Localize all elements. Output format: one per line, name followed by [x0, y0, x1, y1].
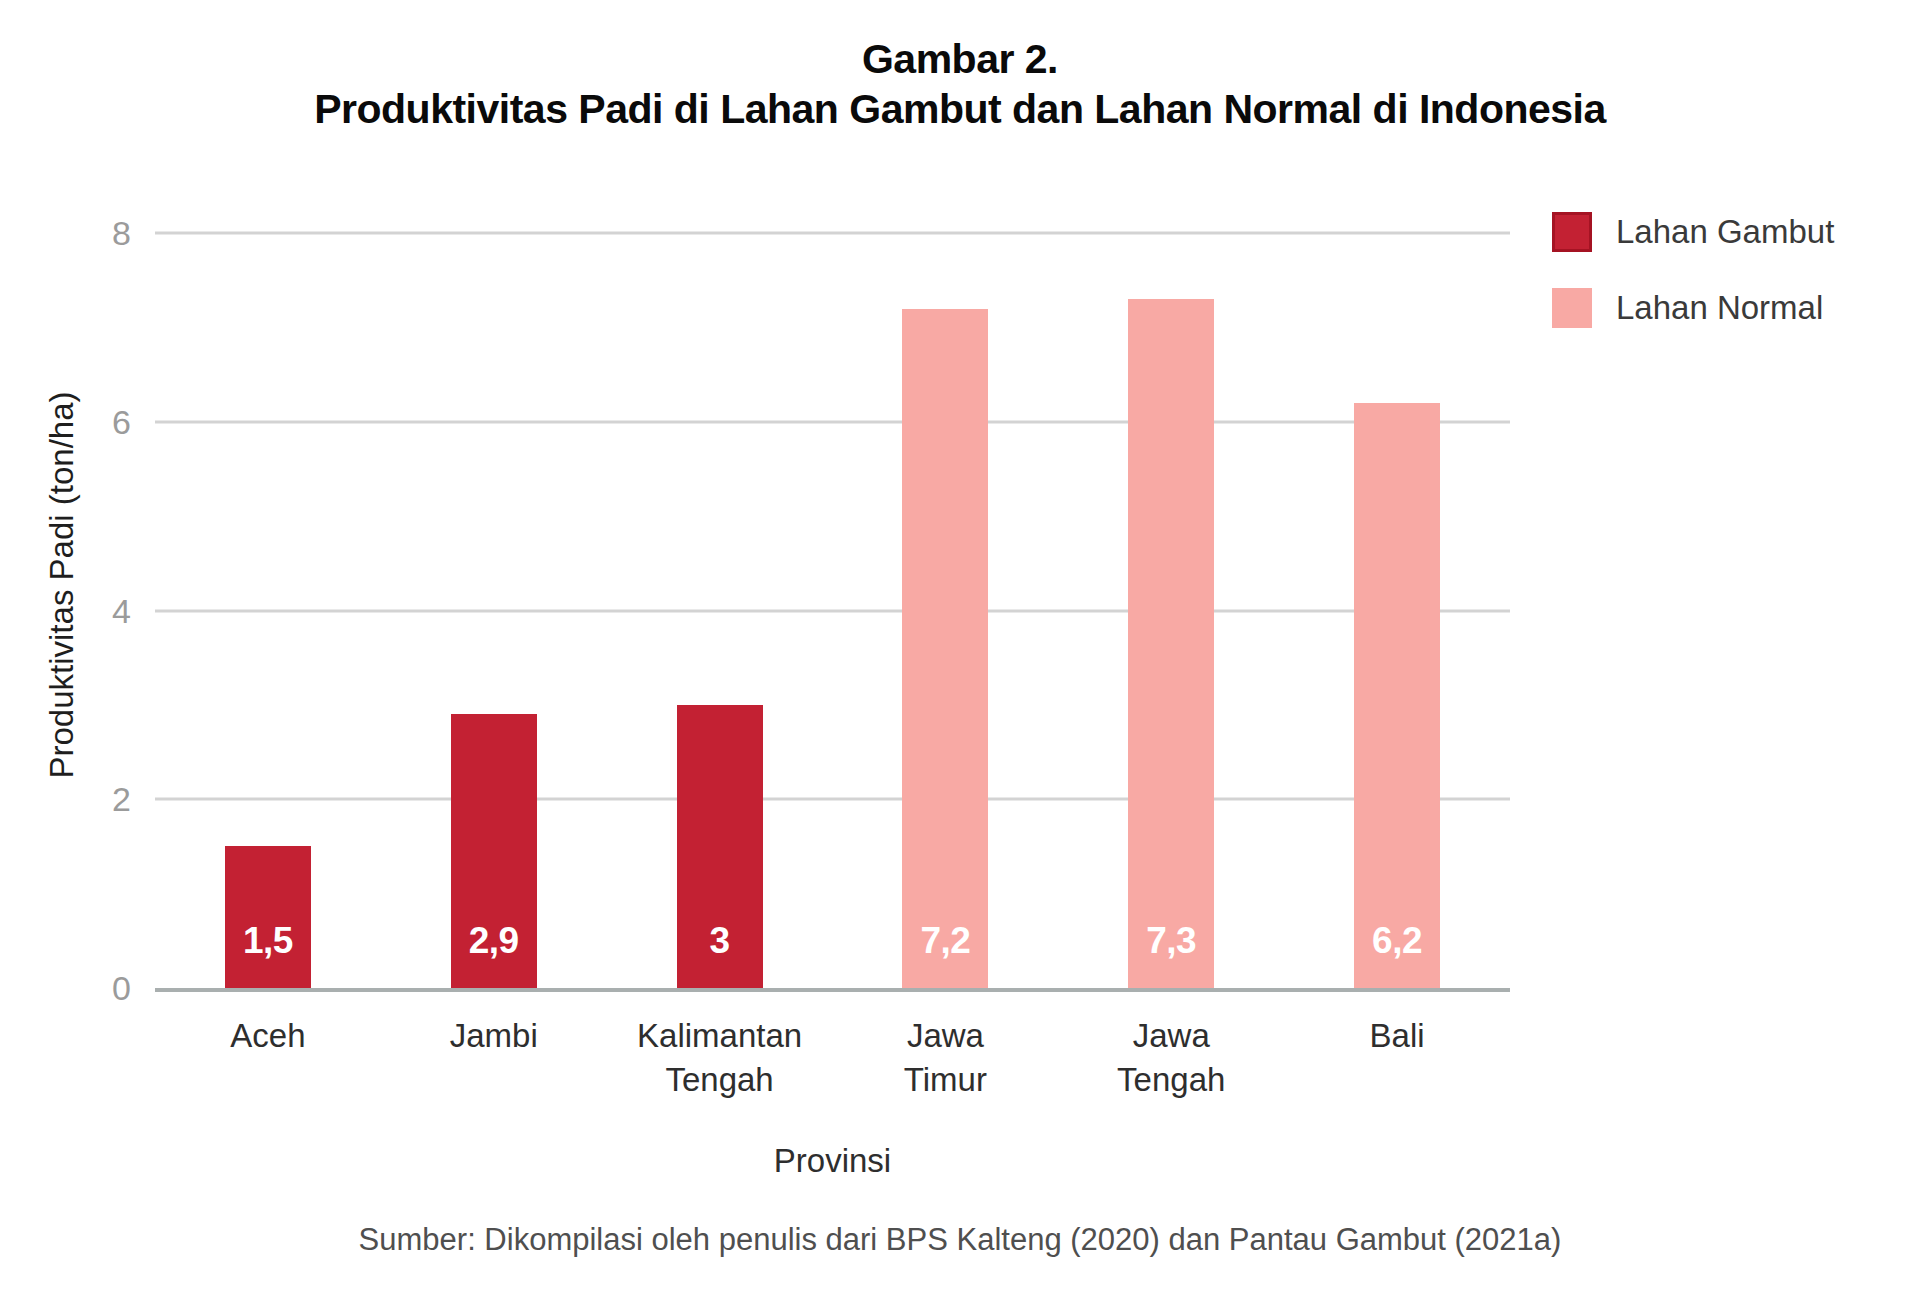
plot-area: 0 2 4 6 8 1,5 2,9 3 7,2 [155, 233, 1510, 992]
x-label-jawa-tengah: Jawa Tengah [1058, 1014, 1284, 1102]
x-label-line: Bali [1284, 1014, 1510, 1058]
bar-slot-jambi: 2,9 [381, 233, 607, 988]
legend-item-lahan-normal: Lahan Normal [1552, 288, 1834, 328]
chart-title: Gambar 2. Produktivitas Padi di Lahan Ga… [0, 34, 1920, 134]
bar-slot-jawa-timur: 7,2 [832, 233, 1058, 988]
bar-value-label: 3 [677, 920, 763, 962]
x-label-line: Jawa [832, 1014, 1058, 1058]
bar-slot-aceh: 1,5 [155, 233, 381, 988]
legend-label: Lahan Gambut [1616, 213, 1834, 251]
x-label-line: Kalimantan [607, 1014, 833, 1058]
bar-bali-lahan-normal: 6,2 [1354, 403, 1440, 988]
bar-jawa-tengah-lahan-normal: 7,3 [1128, 299, 1214, 988]
bar-slot-jawa-tengah: 7,3 [1058, 233, 1284, 988]
x-label-line: Timur [832, 1058, 1058, 1102]
bar-aceh-lahan-gambut: 1,5 [225, 846, 311, 988]
y-tick-8: 8 [112, 216, 131, 250]
y-tick-6: 6 [112, 405, 131, 439]
y-tick-0: 0 [112, 971, 131, 1005]
x-label-kalimantan-tengah: Kalimantan Tengah [607, 1014, 833, 1102]
x-label-bali: Bali [1284, 1014, 1510, 1102]
x-label-line: Aceh [155, 1014, 381, 1058]
bar-kalimantan-tengah-lahan-gambut: 3 [677, 705, 763, 988]
y-axis-title: Produktivitas Padi (ton/ha) [43, 391, 81, 778]
source-note: Sumber: Dikompilasi oleh penulis dari BP… [0, 1222, 1920, 1258]
bar-value-label: 7,3 [1128, 920, 1214, 962]
bar-value-label: 7,2 [902, 920, 988, 962]
x-axis-title: Provinsi [155, 1142, 1510, 1180]
x-label-line: Jawa [1058, 1014, 1284, 1058]
bar-slot-bali: 6,2 [1284, 233, 1510, 988]
chart-title-line2: Produktivitas Padi di Lahan Gambut dan L… [0, 84, 1920, 134]
y-tick-4: 4 [112, 594, 131, 628]
x-label-aceh: Aceh [155, 1014, 381, 1102]
legend-swatch-lahan-gambut [1552, 212, 1592, 252]
chart-title-line1: Gambar 2. [0, 34, 1920, 84]
x-label-jawa-timur: Jawa Timur [832, 1014, 1058, 1102]
bar-value-label: 6,2 [1354, 920, 1440, 962]
legend-label: Lahan Normal [1616, 289, 1823, 327]
legend: Lahan Gambut Lahan Normal [1552, 212, 1834, 328]
bar-value-label: 1,5 [225, 920, 311, 962]
x-label-jambi: Jambi [381, 1014, 607, 1102]
bar-jawa-timur-lahan-normal: 7,2 [902, 309, 988, 989]
bar-slot-kalimantan-tengah: 3 [607, 233, 833, 988]
bar-jambi-lahan-gambut: 2,9 [451, 714, 537, 988]
x-label-line: Tengah [607, 1058, 833, 1102]
legend-item-lahan-gambut: Lahan Gambut [1552, 212, 1834, 252]
x-label-line: Tengah [1058, 1058, 1284, 1102]
legend-swatch-lahan-normal [1552, 288, 1592, 328]
y-tick-2: 2 [112, 782, 131, 816]
x-label-line: Jambi [381, 1014, 607, 1058]
x-category-labels: Aceh Jambi Kalimantan Tengah Jawa Timur … [155, 1014, 1510, 1102]
bars-row: 1,5 2,9 3 7,2 7,3 [155, 233, 1510, 988]
chart-figure: Gambar 2. Produktivitas Padi di Lahan Ga… [0, 0, 1920, 1305]
bar-value-label: 2,9 [451, 920, 537, 962]
